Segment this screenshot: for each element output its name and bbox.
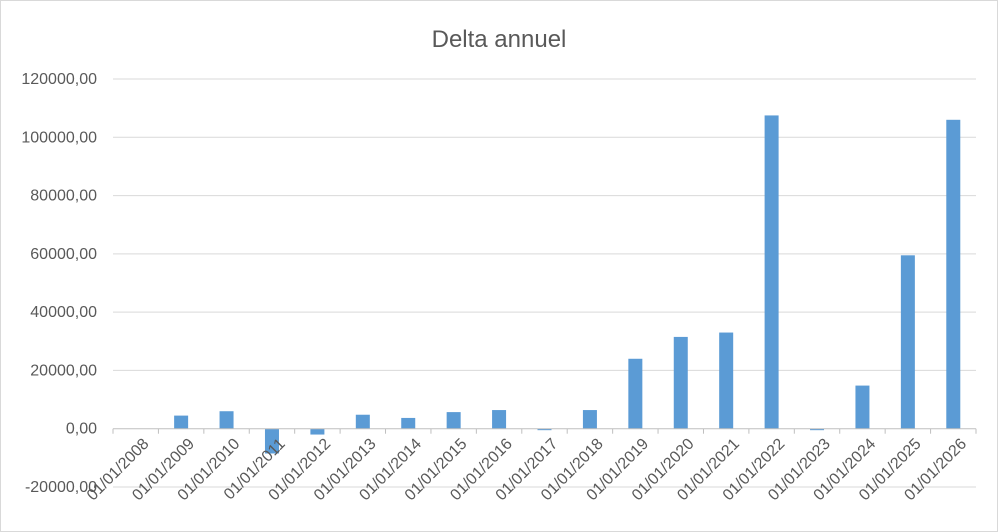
bar <box>855 385 870 429</box>
y-tick-label: 100000,00 <box>21 129 97 146</box>
y-tick-label: 60000,00 <box>30 246 97 263</box>
bar <box>174 415 189 429</box>
bar <box>446 412 461 429</box>
bar <box>219 411 234 429</box>
bar <box>310 428 325 435</box>
bar <box>764 115 779 429</box>
bar <box>264 428 279 454</box>
bar <box>719 332 734 429</box>
y-tick-label: 40000,00 <box>30 304 97 321</box>
x-axis <box>112 428 977 434</box>
bar <box>900 255 915 429</box>
bar <box>537 428 552 431</box>
chart-title: Delta annuel <box>432 26 567 53</box>
y-tick-label: 80000,00 <box>30 188 97 205</box>
bar <box>582 410 597 429</box>
bar <box>401 417 416 429</box>
bars <box>174 115 961 454</box>
bar <box>810 428 825 431</box>
y-tick-label: 20000,00 <box>30 362 97 379</box>
gridlines <box>113 78 976 488</box>
bar <box>628 358 643 429</box>
bar <box>492 410 507 429</box>
x-axis-tick-labels: 01/01/200801/01/200901/01/201001/01/2011… <box>84 435 970 504</box>
y-tick-label: -20000,00 <box>25 479 97 496</box>
bar <box>673 336 688 429</box>
y-tick-label: 120000,00 <box>21 71 97 88</box>
y-axis-tick-labels: -20000,00 0,00 20000,00 40000,00 60000,00 800… <box>21 71 97 496</box>
bar <box>946 119 961 429</box>
y-tick-label: 0,00 <box>66 421 97 438</box>
bar <box>355 414 370 429</box>
